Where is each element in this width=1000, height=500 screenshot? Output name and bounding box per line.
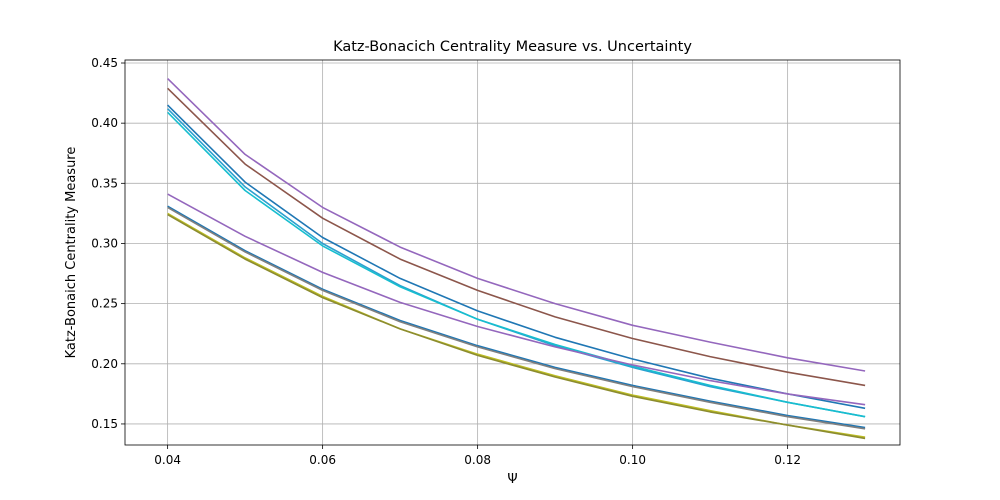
y-tick-label: 0.40 — [91, 116, 118, 130]
x-tick-label: 0.12 — [774, 453, 801, 467]
y-tick-label: 0.25 — [91, 297, 118, 311]
y-tick-label: 0.30 — [91, 236, 118, 250]
y-tick-label: 0.35 — [91, 176, 118, 190]
x-axis-label: Ψ — [507, 472, 517, 487]
x-tick-label: 0.10 — [619, 453, 646, 467]
grid — [125, 60, 900, 445]
x-tick-label: 0.08 — [464, 453, 491, 467]
series-line-9 — [167, 212, 866, 438]
series-line-2 — [167, 87, 866, 387]
y-axis-ticks: 0.15 0.20 0.25 0.30 0.35 0.40 0.45 — [91, 56, 125, 431]
series-line-8 — [167, 206, 866, 430]
x-tick-label: 0.06 — [309, 453, 336, 467]
series-line-1 — [167, 78, 866, 372]
series-line-6 — [167, 193, 866, 406]
x-axis-ticks: 0.04 0.06 0.08 0.10 0.12 — [154, 445, 801, 467]
series-line-7 — [167, 205, 866, 429]
chart-title: Katz-Bonacich Centrality Measure vs. Unc… — [333, 39, 692, 55]
y-tick-label: 0.20 — [91, 357, 118, 371]
series-line-3 — [167, 104, 866, 410]
series-line-10 — [167, 213, 866, 440]
x-tick-label: 0.04 — [154, 453, 181, 467]
series-line-4 — [167, 108, 866, 418]
y-tick-label: 0.45 — [91, 56, 118, 70]
plot-frame — [124, 59, 901, 446]
series-line-5 — [167, 111, 866, 418]
y-axis-label: Katz-Bonaich Centrality Measure — [64, 147, 79, 359]
series-lines — [167, 78, 866, 440]
y-tick-label: 0.15 — [91, 417, 118, 431]
